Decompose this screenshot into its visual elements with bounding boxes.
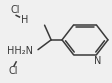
Text: N: N bbox=[93, 56, 100, 66]
Text: H: H bbox=[20, 15, 28, 25]
Text: Cl: Cl bbox=[8, 66, 18, 76]
Text: Cl: Cl bbox=[11, 5, 20, 16]
Text: HH₂N: HH₂N bbox=[6, 46, 32, 56]
